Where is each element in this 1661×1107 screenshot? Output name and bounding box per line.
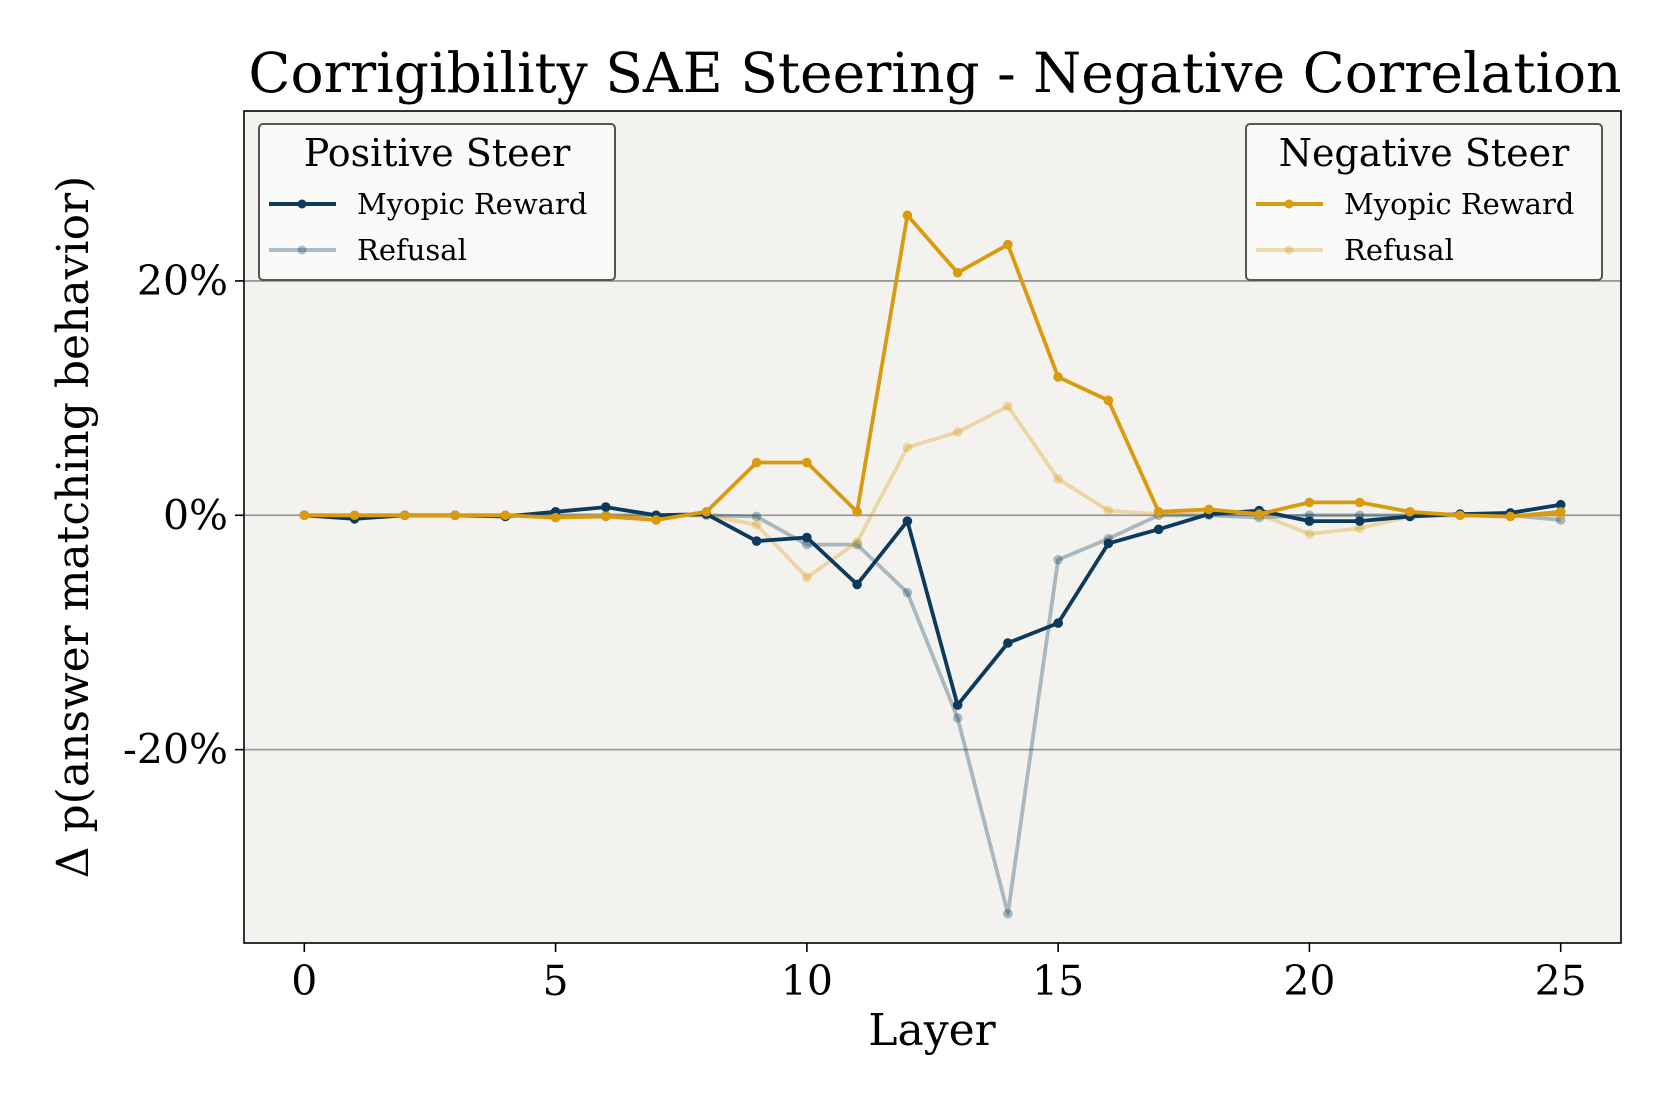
legend-label-refusal: Refusal bbox=[1344, 233, 1454, 267]
data-point bbox=[1003, 908, 1013, 919]
data-point bbox=[1505, 511, 1516, 522]
data-point bbox=[802, 457, 812, 468]
data-point bbox=[1103, 505, 1114, 516]
legend-marker bbox=[297, 245, 307, 255]
data-point bbox=[450, 510, 460, 521]
x-tick-label: 0 bbox=[291, 957, 317, 1005]
data-point bbox=[852, 506, 862, 517]
data-point bbox=[1405, 506, 1415, 517]
data-point bbox=[601, 511, 611, 522]
data-point bbox=[1204, 504, 1214, 515]
data-point bbox=[902, 587, 913, 598]
data-point bbox=[1003, 401, 1013, 412]
legend-box bbox=[1245, 123, 1603, 281]
x-tick-label: 20 bbox=[1283, 957, 1335, 1005]
data-point bbox=[1003, 638, 1013, 648]
data-point bbox=[1053, 555, 1063, 565]
data-point bbox=[701, 506, 712, 517]
series-negative-steer-myopic-reward bbox=[299, 210, 1566, 525]
data-point bbox=[1304, 497, 1315, 508]
data-point bbox=[651, 515, 661, 525]
data-point bbox=[1354, 523, 1365, 533]
legend-negative-steer: Negative Steer Myopic Reward Refusal bbox=[1245, 123, 1603, 281]
legend-marker bbox=[1284, 245, 1294, 255]
chart-title: Corrigibility SAE Steering - Negative Co… bbox=[248, 41, 1621, 105]
x-axis: 0 5 10 15 20 25 bbox=[291, 943, 1587, 1005]
data-point bbox=[902, 442, 913, 453]
y-axis-label: Δ p(answer matching behavior) bbox=[48, 176, 99, 879]
data-point bbox=[550, 512, 561, 523]
data-point bbox=[852, 539, 862, 550]
legend-positive-steer: Positive Steer Myopic Reward Refusal bbox=[258, 123, 616, 281]
data-point bbox=[400, 510, 410, 521]
data-point bbox=[751, 536, 762, 546]
data-point bbox=[349, 510, 360, 521]
legend-label-myopic-reward: Myopic Reward bbox=[1344, 187, 1574, 221]
data-point bbox=[952, 700, 963, 710]
x-tick-label: 25 bbox=[1535, 957, 1587, 1005]
legend-title: Negative Steer bbox=[1279, 131, 1570, 175]
data-point bbox=[1555, 499, 1566, 510]
data-point bbox=[1103, 395, 1114, 406]
legend-title: Positive Steer bbox=[304, 131, 571, 175]
x-tick-label: 10 bbox=[781, 957, 833, 1005]
data-point bbox=[500, 510, 511, 521]
data-point bbox=[1153, 524, 1164, 535]
data-point bbox=[751, 511, 762, 522]
y-tick-label: 0% bbox=[163, 491, 228, 539]
data-point bbox=[902, 210, 913, 221]
data-point bbox=[1053, 372, 1063, 382]
data-point bbox=[802, 572, 812, 583]
series-line bbox=[304, 213, 1561, 522]
data-point bbox=[802, 532, 812, 543]
legend-marker bbox=[1284, 199, 1294, 209]
data-point bbox=[1053, 618, 1063, 628]
data-point bbox=[601, 502, 611, 512]
data-point bbox=[751, 457, 762, 468]
data-point bbox=[1254, 509, 1264, 519]
data-point bbox=[1153, 506, 1164, 517]
data-point bbox=[852, 579, 862, 590]
x-axis-label: Layer bbox=[868, 1005, 996, 1056]
data-point bbox=[1103, 538, 1114, 549]
data-point bbox=[299, 510, 310, 521]
data-point bbox=[1354, 516, 1365, 526]
data-point bbox=[902, 516, 913, 526]
y-tick-label: 20% bbox=[137, 257, 228, 305]
data-point bbox=[1455, 510, 1465, 521]
x-tick-label: 5 bbox=[543, 957, 569, 1005]
data-point bbox=[751, 519, 762, 530]
data-point bbox=[952, 713, 963, 723]
data-point bbox=[1003, 239, 1013, 250]
data-point bbox=[852, 537, 862, 548]
data-point bbox=[1053, 474, 1063, 484]
legend-label-refusal: Refusal bbox=[357, 233, 467, 267]
data-point bbox=[1555, 515, 1566, 525]
data-point bbox=[1304, 516, 1315, 526]
data-point bbox=[1354, 497, 1365, 508]
x-tick-label: 15 bbox=[1032, 957, 1084, 1005]
y-tick-label: -20% bbox=[123, 726, 228, 774]
data-point bbox=[1555, 506, 1566, 517]
plot-frame bbox=[243, 110, 1622, 944]
data-point bbox=[1304, 529, 1315, 539]
series-layer bbox=[299, 210, 1566, 919]
legend-marker bbox=[297, 199, 307, 209]
y-axis: -20% 0% 20% bbox=[123, 257, 244, 774]
data-point bbox=[952, 427, 963, 437]
data-point bbox=[952, 267, 963, 278]
legend-label-myopic-reward: Myopic Reward bbox=[357, 187, 587, 221]
legend-box bbox=[258, 123, 616, 281]
